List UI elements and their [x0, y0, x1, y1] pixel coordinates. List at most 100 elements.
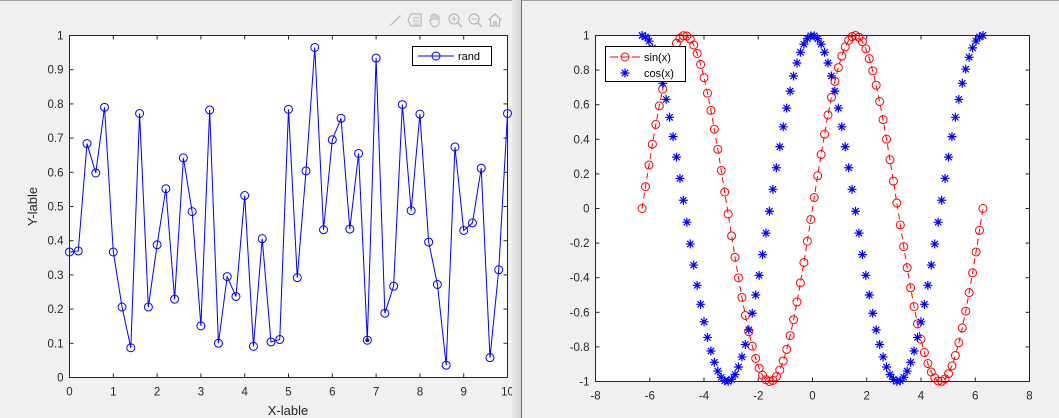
data-point[interactable] — [310, 42, 320, 52]
pan-hand-icon[interactable] — [426, 11, 444, 29]
cos-point[interactable] — [957, 78, 967, 88]
data-point[interactable] — [73, 246, 83, 256]
sin-point[interactable] — [785, 331, 795, 341]
sin-point[interactable] — [809, 193, 819, 203]
cos-point[interactable] — [875, 339, 885, 349]
cos-point[interactable] — [923, 280, 933, 290]
sin-point[interactable] — [978, 203, 988, 213]
sin-point[interactable] — [778, 356, 788, 366]
data-point[interactable] — [362, 335, 372, 345]
cos-point[interactable] — [851, 206, 861, 216]
cos-point[interactable] — [974, 32, 984, 42]
data-point[interactable] — [205, 105, 215, 115]
sin-point[interactable] — [909, 302, 919, 312]
cos-point[interactable] — [778, 122, 788, 132]
sin-point[interactable] — [758, 370, 768, 380]
sin-point[interactable] — [864, 54, 874, 64]
cos-point[interactable] — [799, 39, 809, 49]
legend[interactable]: rand — [412, 46, 492, 66]
sin-point[interactable] — [823, 110, 833, 120]
cos-point[interactable] — [771, 163, 781, 173]
plot-area[interactable] — [69, 35, 508, 378]
data-point[interactable] — [389, 281, 399, 291]
sin-point[interactable] — [816, 150, 826, 160]
sin-point[interactable] — [899, 242, 909, 252]
cos-point[interactable] — [761, 228, 771, 238]
cos-point[interactable] — [937, 195, 947, 205]
sin-point[interactable] — [806, 214, 816, 224]
data-point[interactable] — [406, 206, 416, 216]
cos-point[interactable] — [840, 142, 850, 152]
sin-point[interactable] — [826, 92, 836, 102]
sin-point[interactable] — [895, 220, 905, 230]
sin-point[interactable] — [692, 48, 702, 58]
cos-point[interactable] — [661, 94, 671, 104]
cos-point[interactable] — [692, 280, 702, 290]
cos-point[interactable] — [919, 299, 929, 309]
data-point[interactable] — [91, 168, 101, 178]
sin-point[interactable] — [751, 353, 761, 363]
cos-point[interactable] — [747, 308, 757, 318]
sin-point[interactable] — [775, 365, 785, 375]
cos-point[interactable] — [733, 362, 743, 372]
sin-point[interactable] — [696, 59, 706, 69]
sin-point[interactable] — [747, 341, 757, 351]
cos-point[interactable] — [857, 250, 867, 260]
sin-point[interactable] — [857, 37, 867, 47]
cos-point[interactable] — [696, 299, 706, 309]
zoom-out-icon[interactable] — [466, 11, 484, 29]
sin-point[interactable] — [875, 97, 885, 107]
cos-point[interactable] — [830, 86, 840, 96]
sin-point[interactable] — [878, 115, 888, 125]
data-point[interactable] — [494, 265, 504, 275]
cos-point[interactable] — [971, 36, 981, 46]
cos-point[interactable] — [933, 217, 943, 227]
data-point[interactable] — [82, 139, 92, 149]
sin-point[interactable] — [892, 198, 902, 208]
cos-point[interactable] — [968, 43, 978, 53]
sin-point[interactable] — [754, 363, 764, 373]
data-point[interactable] — [459, 225, 469, 235]
cos-point[interactable] — [792, 58, 802, 68]
sin-point[interactable] — [654, 101, 664, 111]
brush-icon[interactable] — [386, 11, 404, 29]
data-point[interactable] — [117, 302, 127, 312]
sin-point[interactable] — [702, 88, 712, 98]
sin-point[interactable] — [799, 257, 809, 267]
sin-point[interactable] — [923, 359, 933, 369]
sin-point[interactable] — [730, 252, 740, 262]
cos-point[interactable] — [716, 372, 726, 382]
sin-point[interactable] — [947, 361, 957, 371]
cos-point[interactable] — [820, 47, 830, 57]
sin-point[interactable] — [957, 323, 967, 333]
sin-point[interactable] — [651, 119, 661, 129]
cos-point[interactable] — [758, 250, 768, 260]
data-point[interactable] — [143, 302, 153, 312]
cos-point[interactable] — [671, 152, 681, 162]
data-point[interactable] — [275, 335, 285, 345]
sin-point[interactable] — [885, 155, 895, 165]
cos-point[interactable] — [837, 122, 847, 132]
cos-point[interactable] — [668, 132, 678, 142]
cos-point[interactable] — [720, 376, 730, 386]
data-point[interactable] — [354, 148, 364, 158]
data-point[interactable] — [135, 108, 145, 118]
cos-point[interactable] — [795, 47, 805, 57]
cos-point[interactable] — [940, 173, 950, 183]
cos-point[interactable] — [713, 366, 723, 376]
cos-point[interactable] — [885, 369, 895, 379]
sin-point[interactable] — [950, 351, 960, 361]
cos-point[interactable] — [730, 369, 740, 379]
sin-point[interactable] — [954, 338, 964, 348]
cos-point[interactable] — [913, 332, 923, 342]
data-point[interactable] — [161, 184, 171, 194]
sin-point[interactable] — [713, 144, 723, 154]
data-point[interactable] — [380, 308, 390, 318]
legend[interactable]: sin(x) cos(x) — [605, 46, 686, 82]
sin-point[interactable] — [868, 66, 878, 76]
cos-point[interactable] — [833, 103, 843, 113]
sin-point[interactable] — [733, 273, 743, 283]
sin-point[interactable] — [933, 376, 943, 386]
cos-point[interactable] — [930, 239, 940, 249]
sin-point[interactable] — [709, 124, 719, 134]
